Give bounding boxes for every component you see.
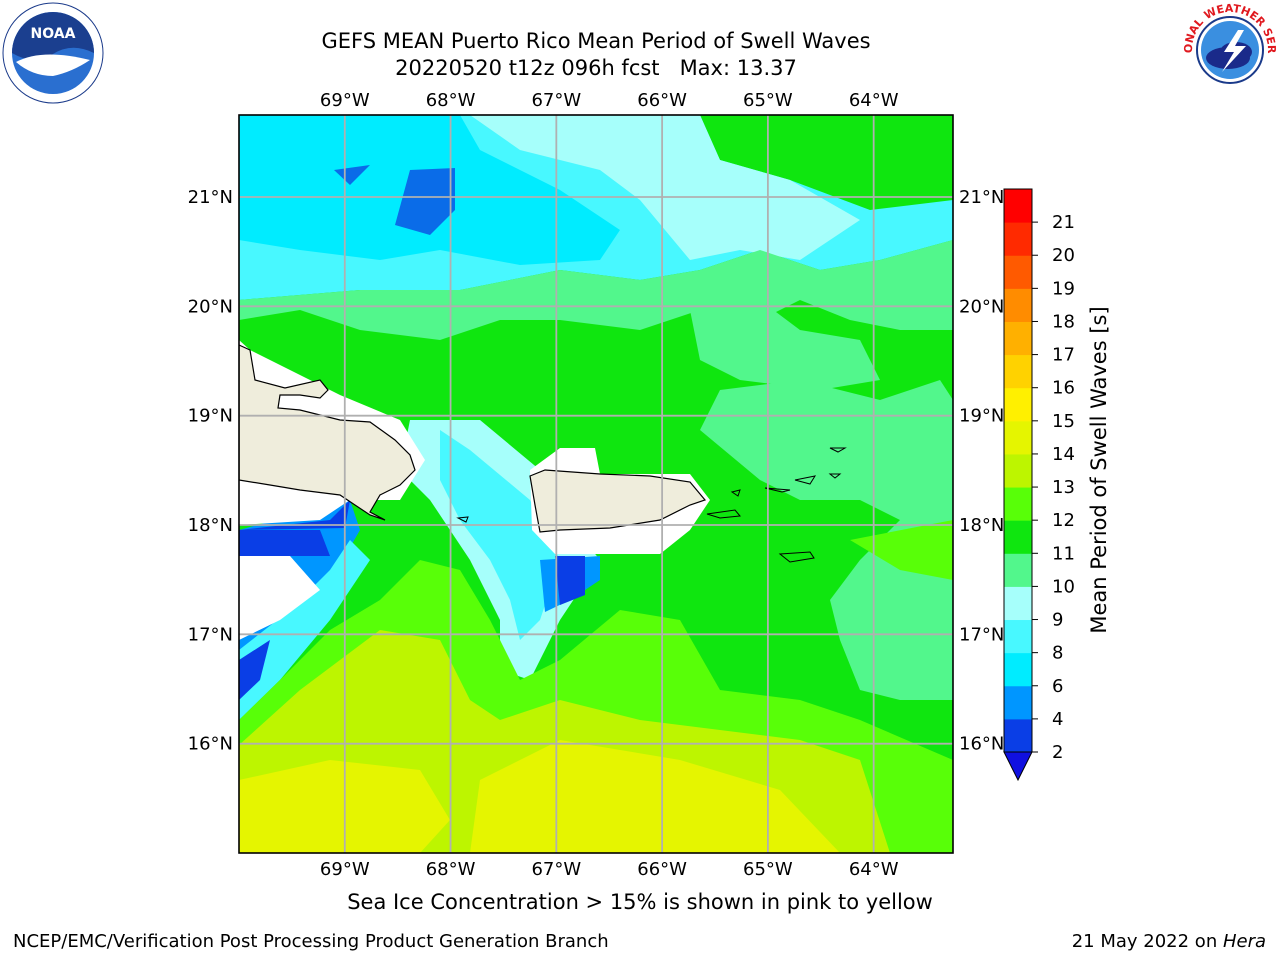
colorbar-label: Mean Period of Swell Waves [s] <box>1087 306 1111 633</box>
colorbar-segment <box>1004 420 1032 455</box>
footer-date: 21 May 2022 on Hera <box>1072 931 1266 952</box>
lon-tick-label-bottom: 66°W <box>637 859 687 880</box>
colorbar-tick-label: 14 <box>1052 444 1075 465</box>
footer-host: Hera <box>1222 931 1266 952</box>
axis-tick-labels: 69°W 69°W 68°W 68°W 67°W 67°W 66°W 66°W 65°W 65°W… <box>188 90 1005 880</box>
sea-ice-caption: Sea Ice Concentration > 15% is shown in … <box>347 890 933 914</box>
colorbar-tick-label: 9 <box>1052 610 1063 631</box>
colorbar-tick-label: 18 <box>1052 311 1075 332</box>
lat-tick-label-right: 18°N <box>959 515 1004 536</box>
lat-tick-label-left: 16°N <box>188 734 233 755</box>
colorbar-tick-label: 21 <box>1052 212 1075 233</box>
chart-title: GEFS MEAN Puerto Rico Mean Period of Swe… <box>321 29 871 53</box>
colorbar: 2 4 6 8 9 10 11 12 13 14 15 16 17 18 19 20 21 <box>1003 188 1075 782</box>
colorbar-segment <box>1004 520 1032 554</box>
lat-tick-label-right: 19°N <box>959 406 1004 427</box>
colorbar-tick-label: 4 <box>1052 709 1063 730</box>
colorbar-segment <box>1004 718 1032 753</box>
colorbar-segment <box>1004 189 1032 223</box>
colorbar-frame <box>1003 188 1033 753</box>
lon-tick-label-top: 66°W <box>637 90 687 111</box>
colorbar-segment <box>1004 586 1032 621</box>
lon-tick-label-top: 68°W <box>426 90 476 111</box>
footer-date-text: 21 May 2022 on <box>1071 931 1223 952</box>
colorbar-segment <box>1004 553 1032 587</box>
colorbar-segment <box>1004 321 1032 356</box>
svg-text:NOAA: NOAA <box>31 26 76 42</box>
chart-subtitle: 20220520 t12z 096h fcst Max: 13.37 <box>395 56 797 80</box>
lon-tick-label-bottom: 67°W <box>531 859 581 880</box>
lon-tick-label-bottom: 64°W <box>849 859 899 880</box>
noaa-logo: NOAA <box>2 2 104 104</box>
colorbar-tick-label: 8 <box>1052 643 1063 664</box>
lon-tick-label-top: 64°W <box>849 90 899 111</box>
colorbar-extend-triangle <box>1003 751 1033 782</box>
lat-tick-label-left: 20°N <box>188 296 233 317</box>
lat-tick-label-left: 19°N <box>188 406 233 427</box>
colorbar-segment <box>1004 453 1032 488</box>
lon-tick-label-bottom: 65°W <box>743 859 793 880</box>
colorbar-segment <box>1004 288 1032 322</box>
colorbar-tick-label: 20 <box>1052 245 1075 266</box>
nws-logo: NATIONAL WEATHER SERVICE <box>1180 0 1278 98</box>
lon-tick-label-bottom: 69°W <box>320 859 370 880</box>
colorbar-tick-label: 2 <box>1052 742 1063 763</box>
lat-tick-label-left: 18°N <box>188 515 233 536</box>
colorbar-tick-label: 12 <box>1052 510 1075 531</box>
colorbar-segment <box>1004 652 1032 687</box>
colorbar-tick-label: 6 <box>1052 676 1063 697</box>
lat-tick-label-right: 16°N <box>959 734 1004 755</box>
lat-tick-label-left: 21°N <box>188 187 233 208</box>
lon-tick-label-top: 65°W <box>743 90 793 111</box>
swell-period-field <box>239 115 953 853</box>
colorbar-tick-label: 15 <box>1052 411 1075 432</box>
colorbar-segment <box>1004 387 1032 422</box>
colorbar-tick-label: 19 <box>1052 278 1075 299</box>
colorbar-tick-label: 13 <box>1052 477 1075 498</box>
colorbar-tick-label: 10 <box>1052 576 1075 597</box>
gridlines <box>239 115 953 853</box>
lat-tick-label-left: 17°N <box>188 624 233 645</box>
colorbar-tick-label: 16 <box>1052 378 1075 399</box>
colorbar-segment <box>1004 685 1032 720</box>
colorbar-segment <box>1004 354 1032 389</box>
colorbar-segment <box>1004 487 1032 521</box>
map-frame <box>238 114 954 854</box>
colorbar-segment <box>1004 619 1032 654</box>
colorbar-tick-label: 11 <box>1052 543 1075 564</box>
lat-tick-label-right: 21°N <box>959 187 1004 208</box>
colorbar-segment <box>1004 255 1032 289</box>
lat-tick-label-right: 17°N <box>959 624 1004 645</box>
colorbar-tick-label: 17 <box>1052 345 1075 366</box>
lat-tick-label-right: 20°N <box>959 296 1004 317</box>
lon-tick-label-top: 69°W <box>320 90 370 111</box>
lon-tick-label-top: 67°W <box>531 90 581 111</box>
colorbar-segment <box>1004 222 1032 256</box>
lon-tick-label-bottom: 68°W <box>426 859 476 880</box>
footer-credit: NCEP/EMC/Verification Post Processing Pr… <box>13 931 609 952</box>
